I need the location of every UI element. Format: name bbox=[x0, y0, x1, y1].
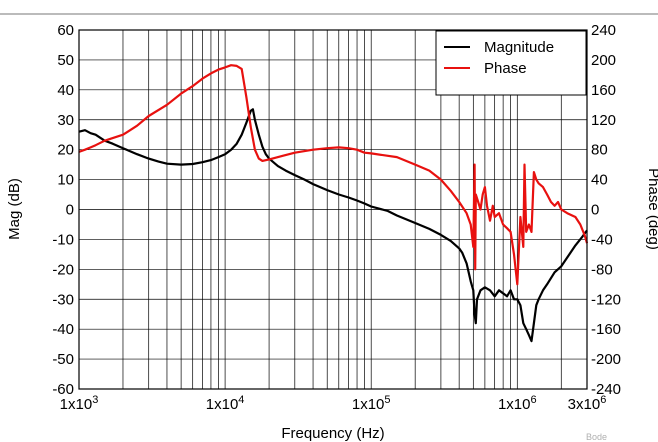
y-right-tick-label: 160 bbox=[591, 82, 616, 99]
x-tick-label: 1x106 bbox=[498, 394, 537, 413]
y-right-tick-label: -240 bbox=[591, 381, 621, 398]
plot-frame bbox=[78, 29, 588, 390]
legend: Magnitude Phase bbox=[435, 30, 587, 96]
y-right-tick-label: -160 bbox=[591, 321, 621, 338]
x-tick-label: 1x105 bbox=[352, 394, 391, 413]
y-right-tick-label: -80 bbox=[591, 261, 613, 278]
x-tick-label: 1x104 bbox=[206, 394, 245, 413]
y-right-tick-label: 80 bbox=[591, 142, 608, 159]
y-left-tick-label: 40 bbox=[57, 82, 74, 99]
y-axis-right-title: Phase (deg) bbox=[645, 168, 658, 250]
y-left-tick-label: 50 bbox=[57, 52, 74, 69]
y-left-tick-label: -40 bbox=[52, 321, 74, 338]
series-line-phase bbox=[78, 64, 589, 286]
y-left-tick-label: 30 bbox=[57, 112, 74, 129]
series-line-magnitude bbox=[78, 108, 588, 343]
y-left-tick-label: -20 bbox=[52, 261, 74, 278]
y-left-tick-label: -60 bbox=[52, 381, 74, 398]
y-left-tick-label: 20 bbox=[57, 142, 74, 159]
y-axis-left-title: Mag (dB) bbox=[6, 178, 23, 240]
x-tick-label: 3x106 bbox=[568, 394, 607, 413]
y-left-tick-label: 10 bbox=[57, 172, 74, 189]
x-axis-title: Frequency (Hz) bbox=[281, 425, 384, 442]
y-right-tick-label: 0 bbox=[591, 202, 599, 219]
y-right-tick-label: -40 bbox=[591, 231, 613, 248]
series-layer bbox=[78, 64, 589, 343]
y-right-tick-label: 240 bbox=[591, 22, 616, 39]
y-left-tick-label: -50 bbox=[52, 351, 74, 368]
y-left-tick-label: 60 bbox=[57, 22, 74, 39]
y-left-tick-label: -10 bbox=[52, 231, 74, 248]
y-left-tick-label: -30 bbox=[52, 291, 74, 308]
y-right-tick-label: 40 bbox=[591, 172, 608, 189]
y-left-tick-label: 0 bbox=[66, 202, 74, 219]
tick-labels: 60 50 40 30 20 10 0 -10 -20 -30 -40 -50 -60 240 200 160… bbox=[52, 22, 621, 413]
legend-label-magnitude: Magnitude bbox=[484, 39, 554, 56]
legend-box bbox=[435, 30, 587, 96]
y-right-tick-label: 200 bbox=[591, 52, 616, 69]
y-right-tick-label: -120 bbox=[591, 291, 621, 308]
figure-tag: Bode bbox=[586, 432, 607, 442]
x-tick-label: 1x103 bbox=[60, 394, 99, 413]
legend-label-phase: Phase bbox=[484, 60, 527, 77]
y-right-tick-label: -200 bbox=[591, 351, 621, 368]
y-right-tick-label: 120 bbox=[591, 112, 616, 129]
